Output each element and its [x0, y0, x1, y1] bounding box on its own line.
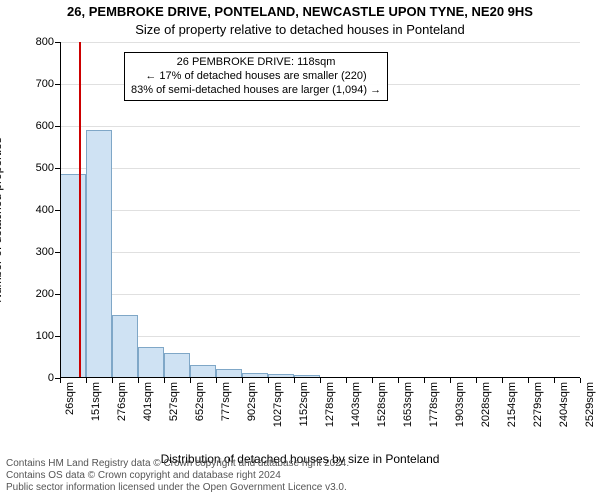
histogram-bar	[138, 347, 164, 379]
x-tick-mark	[294, 378, 295, 383]
x-tick-mark	[60, 378, 61, 383]
x-tick-mark	[372, 378, 373, 383]
x-tick-label: 26sqm	[64, 378, 76, 415]
gridline	[60, 126, 580, 127]
y-axis-label: Number of detached properties	[0, 137, 4, 302]
gridline	[60, 42, 580, 43]
gridline	[60, 336, 580, 337]
y-tick-mark	[55, 42, 60, 43]
histogram-bar	[190, 365, 216, 378]
footer-line-1: Contains HM Land Registry data © Crown c…	[6, 458, 594, 470]
x-tick-label: 1778sqm	[428, 378, 440, 427]
x-tick-mark	[502, 378, 503, 383]
histogram-bar	[86, 130, 112, 378]
histogram-bar	[216, 369, 242, 378]
x-tick-label: 1528sqm	[376, 378, 388, 427]
x-tick-mark	[138, 378, 139, 383]
gridline	[60, 210, 580, 211]
y-tick-mark	[55, 84, 60, 85]
x-tick-label: 2154sqm	[506, 378, 518, 427]
gridline	[60, 168, 580, 169]
gridline	[60, 294, 580, 295]
x-tick-label: 2028sqm	[480, 378, 492, 427]
title-line-1: 26, PEMBROKE DRIVE, PONTELAND, NEWCASTLE…	[0, 4, 600, 19]
x-tick-label: 1903sqm	[454, 378, 466, 427]
x-tick-mark	[242, 378, 243, 383]
x-tick-mark	[398, 378, 399, 383]
histogram-bar	[60, 174, 86, 378]
figure-container: 26, PEMBROKE DRIVE, PONTELAND, NEWCASTLE…	[0, 0, 600, 500]
x-tick-mark	[86, 378, 87, 383]
x-tick-label: 1152sqm	[298, 378, 310, 426]
annotation-line: 26 PEMBROKE DRIVE: 118sqm	[131, 56, 381, 70]
histogram-bar	[164, 353, 190, 378]
x-tick-mark	[164, 378, 165, 383]
title-line-2: Size of property relative to detached ho…	[0, 22, 600, 37]
y-tick-mark	[55, 168, 60, 169]
x-tick-mark	[112, 378, 113, 383]
x-tick-mark	[450, 378, 451, 383]
x-tick-mark	[268, 378, 269, 383]
x-tick-mark	[476, 378, 477, 383]
property-marker-line	[79, 42, 81, 378]
x-tick-label: 1278sqm	[324, 378, 336, 427]
x-tick-mark	[320, 378, 321, 383]
x-tick-label: 2279sqm	[532, 378, 544, 427]
x-tick-label: 1653sqm	[402, 378, 414, 427]
x-tick-label: 276sqm	[116, 378, 128, 421]
plot-area: 010020030040050060070080026sqm151sqm276s…	[60, 42, 580, 378]
footer-line-3: Public sector information licensed under…	[6, 482, 594, 494]
x-tick-label: 151sqm	[90, 378, 102, 421]
x-tick-label: 2529sqm	[584, 378, 596, 427]
x-tick-mark	[216, 378, 217, 383]
x-tick-label: 777sqm	[220, 378, 232, 421]
x-tick-label: 527sqm	[168, 378, 180, 421]
x-tick-label: 1027sqm	[272, 378, 284, 427]
x-tick-mark	[190, 378, 191, 383]
y-tick-mark	[55, 126, 60, 127]
x-tick-mark	[580, 378, 581, 383]
annotation-line: 83% of semi-detached houses are larger (…	[131, 84, 381, 98]
histogram-bar	[112, 315, 138, 378]
footer: Contains HM Land Registry data © Crown c…	[0, 456, 600, 500]
x-tick-mark	[424, 378, 425, 383]
x-tick-label: 1403sqm	[350, 378, 362, 427]
x-tick-mark	[528, 378, 529, 383]
x-tick-label: 652sqm	[194, 378, 206, 421]
x-tick-mark	[554, 378, 555, 383]
annotation-line: ← 17% of detached houses are smaller (22…	[131, 70, 381, 84]
gridline	[60, 252, 580, 253]
x-tick-mark	[346, 378, 347, 383]
footer-line-2: Contains OS data © Crown copyright and d…	[6, 470, 594, 482]
x-tick-label: 2404sqm	[558, 378, 570, 427]
x-tick-label: 401sqm	[142, 378, 154, 421]
x-tick-label: 902sqm	[246, 378, 258, 421]
annotation-box: 26 PEMBROKE DRIVE: 118sqm← 17% of detach…	[124, 52, 388, 101]
